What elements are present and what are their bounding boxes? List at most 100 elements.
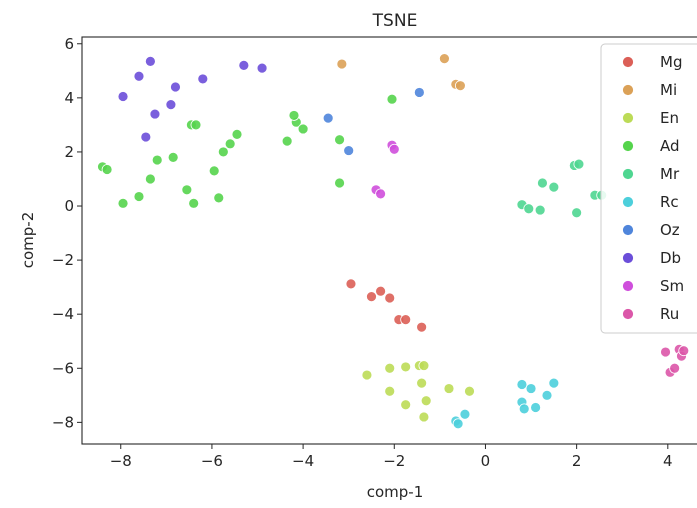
data-point	[384, 362, 396, 374]
data-point	[151, 154, 163, 166]
data-point	[530, 402, 542, 413]
data-point	[573, 158, 585, 170]
data-point	[523, 203, 535, 215]
legend-marker-ru	[622, 308, 634, 320]
data-point	[669, 362, 681, 374]
x-tick-label: −8	[110, 452, 132, 470]
data-point	[231, 128, 243, 140]
data-point	[443, 383, 455, 394]
points-layer	[97, 53, 690, 430]
data-point	[464, 385, 475, 397]
legend-marker-ad	[622, 140, 634, 152]
data-point	[548, 181, 560, 193]
data-point	[400, 314, 412, 326]
data-point	[117, 91, 129, 102]
data-point	[217, 146, 229, 158]
x-axis: −8 −6 −4 −2 0 2 4	[110, 444, 673, 470]
data-point	[420, 395, 432, 407]
y-tick-label: −8	[52, 413, 74, 431]
data-point	[384, 292, 396, 304]
chart-title: TSNE	[372, 11, 418, 31]
legend-label-mr: Mr	[660, 165, 680, 183]
series-rc	[450, 377, 560, 430]
data-point	[343, 145, 355, 156]
data-point	[375, 188, 387, 200]
data-point	[548, 377, 560, 389]
data-point	[170, 81, 181, 93]
x-tick-label: 4	[663, 452, 673, 470]
data-point	[439, 53, 450, 65]
data-point	[541, 389, 553, 401]
data-point	[384, 385, 396, 397]
data-point	[188, 197, 200, 209]
plot-frame	[81, 36, 697, 445]
data-point	[418, 360, 430, 371]
y-tick-label: −2	[52, 251, 74, 269]
data-point	[133, 191, 145, 202]
legend-marker-oz	[622, 224, 634, 236]
x-axis-label: comp-1	[367, 483, 424, 501]
series-oz	[322, 87, 425, 156]
data-point	[454, 80, 466, 92]
x-tick-label: −2	[383, 452, 405, 470]
legend-marker-mi	[622, 84, 634, 96]
data-point	[386, 93, 398, 105]
data-point	[537, 177, 548, 189]
y-tick-label: 4	[64, 89, 74, 107]
data-point	[281, 135, 293, 147]
data-point	[297, 123, 309, 135]
legend-label-en: En	[660, 109, 679, 127]
x-tick-label: 0	[481, 452, 491, 470]
legend-label-oz: Oz	[660, 221, 680, 239]
data-point	[452, 418, 464, 430]
data-point	[334, 177, 345, 189]
legend: Mg Mi En Ad Mr Rc Oz Db Sm Ru	[600, 43, 697, 334]
data-point	[213, 192, 225, 204]
data-point	[336, 58, 348, 70]
data-point	[322, 112, 334, 124]
data-point	[400, 399, 412, 411]
legend-marker-mr	[622, 168, 634, 180]
x-tick-label: −4	[292, 452, 314, 470]
data-point	[418, 411, 430, 423]
legend-marker-db	[622, 252, 634, 264]
legend-label-rc: Rc	[660, 193, 679, 211]
series-sm	[370, 139, 400, 200]
data-point	[345, 278, 357, 290]
x-tick-label: −6	[201, 452, 223, 470]
data-point	[288, 110, 300, 121]
legend-label-mg: Mg	[660, 53, 682, 71]
data-point	[416, 321, 428, 333]
legend-label-db: Db	[660, 249, 681, 267]
data-point	[238, 59, 250, 71]
data-point	[165, 99, 177, 111]
legend-marker-rc	[622, 196, 634, 208]
data-point	[678, 345, 690, 357]
data-point	[660, 346, 671, 358]
data-point	[334, 134, 345, 146]
data-point	[534, 204, 546, 216]
y-axis: −8 −6 −4 −2 0 2 4 6	[52, 35, 82, 431]
series-ad	[97, 93, 398, 209]
data-point	[190, 119, 202, 131]
data-point	[375, 285, 387, 297]
data-point	[388, 143, 400, 155]
data-point	[149, 108, 161, 120]
data-point	[140, 131, 152, 143]
data-point	[181, 184, 193, 196]
y-tick-label: 0	[64, 197, 74, 215]
series-ru	[660, 343, 690, 378]
data-point	[133, 70, 145, 82]
legend-marker-mg	[622, 56, 634, 68]
data-point	[416, 377, 428, 389]
series-mi	[336, 53, 466, 92]
data-point	[101, 164, 113, 175]
y-tick-label: −4	[52, 305, 74, 323]
data-point	[400, 361, 412, 373]
y-tick-label: 2	[64, 143, 74, 161]
data-point	[571, 207, 583, 219]
data-point	[361, 369, 373, 381]
